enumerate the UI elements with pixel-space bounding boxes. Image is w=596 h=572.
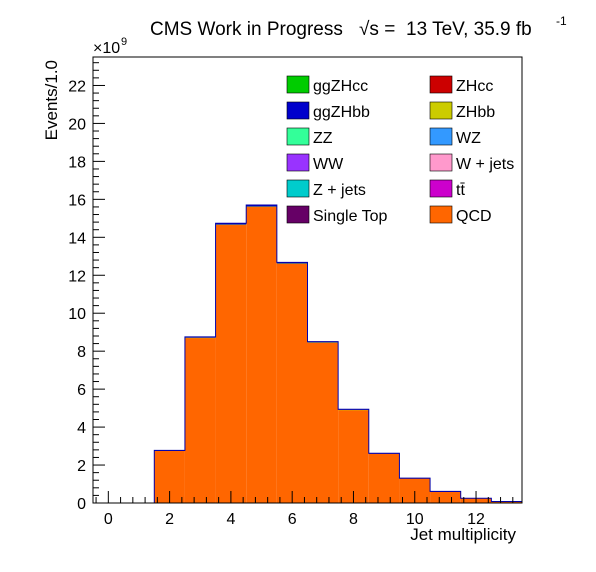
legend-label: ZHcc bbox=[456, 78, 493, 95]
plot-frame bbox=[92, 56, 523, 504]
y-tick-label: 6 bbox=[77, 382, 86, 399]
legend-label: ggZHbb bbox=[313, 104, 370, 121]
legend-label: ZZ bbox=[313, 130, 333, 147]
bar-qcd-bin-8 bbox=[338, 410, 369, 503]
title-energy-sup: -1 bbox=[556, 14, 567, 28]
legend-label: WW bbox=[313, 156, 344, 173]
legend: ggZHcc ZHcc ggZHbb ZHbb ZZ WZ WW W + jets Z + je… bbox=[286, 75, 514, 225]
bar-ggzhbb-bin-4 bbox=[215, 223, 247, 225]
bar-ggzhbb-bin-5 bbox=[246, 205, 277, 207]
chart-title: CMS Work in Progress bbox=[150, 19, 343, 40]
bar-zhbb-bin-7 bbox=[307, 342, 339, 343]
bar-zhbb-bin-6 bbox=[276, 263, 308, 264]
y-tick-label: 12 bbox=[68, 268, 86, 285]
legend-label: ZHbb bbox=[456, 104, 495, 121]
bar-qcd-bin-5 bbox=[246, 206, 277, 503]
x-tick-label: 8 bbox=[349, 511, 358, 528]
y-tick-label: 16 bbox=[68, 192, 86, 209]
legend-label: QCD bbox=[456, 208, 492, 225]
y-tick-label: 8 bbox=[77, 344, 86, 361]
y-tick-label: 2 bbox=[77, 458, 86, 475]
bar-qcd-bin-9 bbox=[368, 453, 400, 503]
legend-swatch bbox=[429, 153, 453, 172]
legend-swatch bbox=[429, 101, 453, 120]
bar-qcd-bin-4 bbox=[215, 224, 247, 503]
bar-qcd-bin-11 bbox=[430, 491, 461, 503]
plot-border bbox=[92, 56, 523, 504]
y-exponent-sup: 9 bbox=[121, 36, 127, 48]
y-tick-label: 18 bbox=[68, 154, 86, 171]
y-tick-label: 14 bbox=[68, 230, 86, 247]
bar-ggzhbb-bin-6 bbox=[276, 262, 308, 264]
legend-swatch bbox=[429, 75, 453, 94]
legend-label: tt̄ bbox=[456, 182, 465, 199]
legend-label: Z + jets bbox=[313, 182, 366, 199]
bar-zhbb-bin-8 bbox=[338, 409, 369, 411]
bar-qcd-bin-13 bbox=[491, 501, 522, 503]
legend-swatch bbox=[286, 179, 310, 198]
y-tick-label: 22 bbox=[68, 78, 86, 95]
legend-label: Single Top bbox=[313, 208, 388, 225]
legend-swatch bbox=[286, 153, 310, 172]
y-exponent-label: ×10 bbox=[93, 40, 120, 57]
sqrt-s-label: √s = bbox=[359, 19, 395, 40]
x-axis-label: Jet multiplicity bbox=[410, 525, 516, 544]
legend-swatch bbox=[429, 127, 453, 146]
title-energy: 13 TeV, 35.9 fb bbox=[406, 19, 532, 40]
legend-swatch bbox=[429, 205, 453, 224]
legend-label: ggZHcc bbox=[313, 78, 368, 95]
x-tick-label: 0 bbox=[104, 511, 113, 528]
bar-qcd-bin-3 bbox=[184, 337, 216, 503]
x-tick-label: 12 bbox=[467, 511, 485, 528]
bar-zhbb-bin-5 bbox=[246, 206, 277, 208]
histogram-bars bbox=[93, 204, 523, 504]
y-tick-label: 20 bbox=[68, 116, 86, 133]
x-tick-label: 6 bbox=[288, 511, 297, 528]
y-tick-label: 0 bbox=[77, 496, 86, 513]
title-energy-group: √s = 13 TeV, 35.9 fb -1 bbox=[359, 14, 567, 40]
x-tick-label: 10 bbox=[406, 511, 424, 528]
bar-qcd-bin-6 bbox=[276, 263, 308, 503]
axis-ticks: 0 2 4 6 8 10 12 14 16 18 20 22 0 2 4 6 8 10 12 bbox=[68, 62, 514, 528]
legend-swatch bbox=[286, 101, 310, 120]
legend-swatch bbox=[429, 179, 453, 198]
bar-qcd-bin-7 bbox=[307, 342, 339, 503]
y-axis-label: Events/1.0 bbox=[42, 60, 61, 140]
y-tick-label: 4 bbox=[77, 420, 86, 437]
legend-swatch bbox=[286, 127, 310, 146]
x-tick-label: 2 bbox=[165, 511, 174, 528]
x-tick-label: 4 bbox=[226, 511, 235, 528]
y-tick-label: 10 bbox=[68, 306, 86, 323]
legend-swatch bbox=[286, 75, 310, 94]
bar-zhbb-bin-3 bbox=[184, 337, 216, 339]
legend-swatch bbox=[286, 205, 310, 224]
bar-zhbb-bin-4 bbox=[215, 224, 247, 226]
legend-label: WZ bbox=[456, 130, 481, 147]
stack-outline bbox=[93, 204, 523, 504]
legend-label: W + jets bbox=[456, 156, 514, 173]
